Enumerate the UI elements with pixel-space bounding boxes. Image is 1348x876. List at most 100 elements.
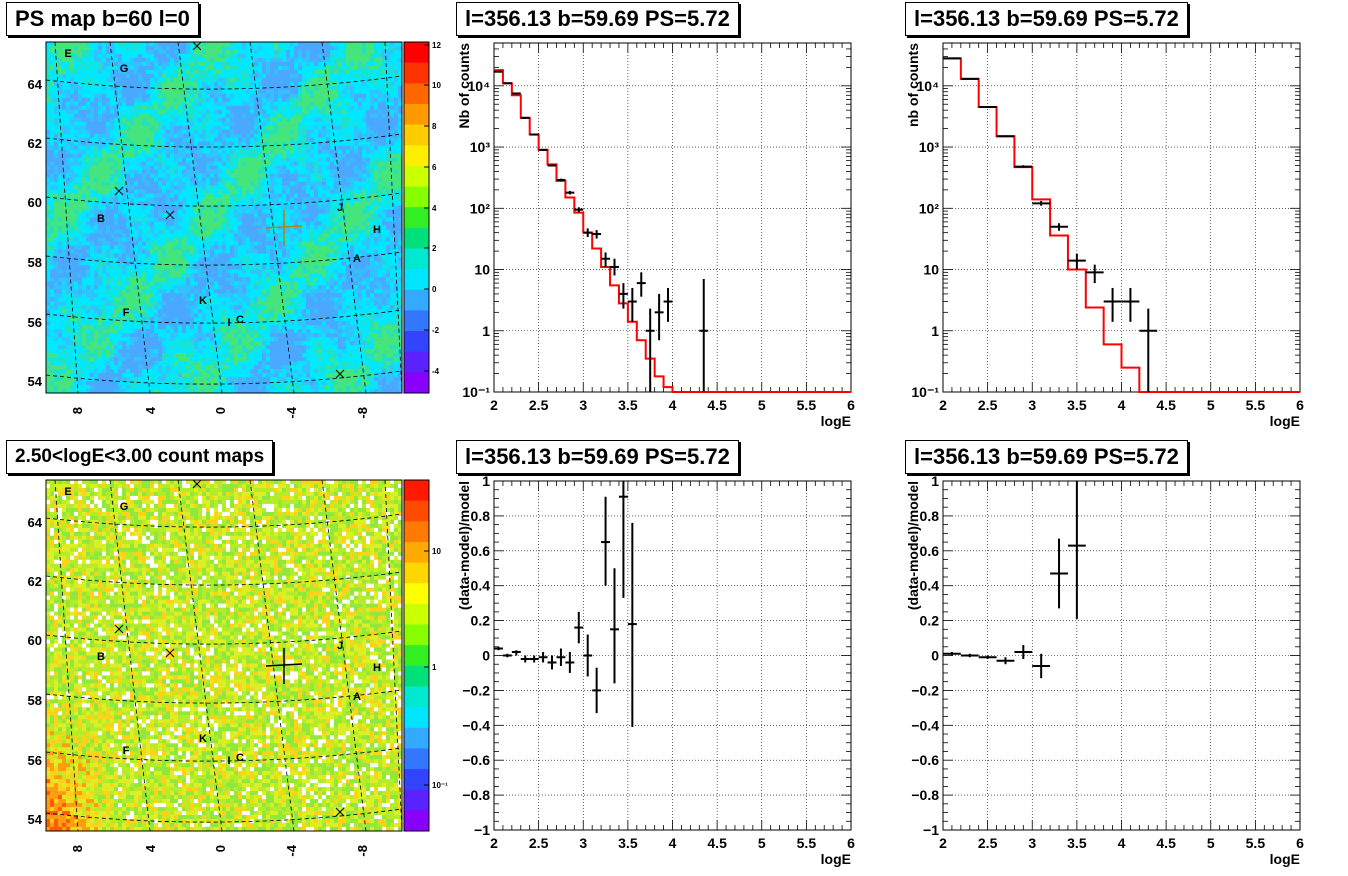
y-tick-label: 0.2 [471, 613, 491, 629]
longitude-tick-label: 0 [213, 845, 228, 852]
source-label: J [337, 202, 343, 214]
colorbar-tick-label: 4 [432, 204, 437, 213]
colorbar-tick-label: -4 [432, 367, 440, 376]
longitude-line [321, 41, 367, 394]
source-label: E [64, 486, 71, 498]
data-series [943, 57, 1158, 392]
latitude-tick-label: 54 [28, 812, 43, 827]
data-point [583, 634, 593, 677]
spectrum-chart-right: 2 2.5 3 3.5 4 4.5 5 5.5 6 10⁻¹ 1 10 10² 10³ 10⁴ logE nb … [905, 42, 1304, 429]
data-point [547, 655, 557, 670]
colorbar-segment [404, 603, 429, 626]
x-tick-label: 3 [1028, 397, 1036, 413]
colorbar-tick-label: -2 [432, 326, 440, 335]
y-tick-label: −0.6 [462, 752, 490, 768]
latitude-line [45, 808, 403, 823]
data-point [699, 279, 709, 392]
colorbar-segment [404, 269, 429, 291]
data-point [565, 652, 575, 673]
colorbar-segment [404, 789, 429, 811]
colorbar-tick-label: 10 [432, 81, 441, 90]
data-point [610, 568, 619, 684]
y-tick-label: 0.6 [920, 543, 940, 559]
data-point [618, 481, 628, 598]
data-point [1139, 308, 1158, 392]
y-axis-label: nb of counts [905, 43, 921, 127]
x-axis-label: logE [821, 413, 851, 429]
spectrum-chart-left: 2 2.5 3 3.5 4 4.5 5 5.5 6 10⁻¹ 1 10 10² 10³ 10⁴ logE Nb … [456, 42, 855, 429]
latitude-line [45, 251, 403, 266]
map-bottom-title: 2.50<logE<3.00 count maps [6, 440, 274, 474]
colorbar-segment [404, 165, 429, 188]
latitude-line [45, 75, 403, 90]
x-tick-label: 4 [669, 397, 677, 413]
colorbar-segment [404, 351, 429, 373]
x-tick-label: 6 [1296, 835, 1304, 851]
data-point [1014, 165, 1033, 168]
source-label: C [236, 752, 244, 764]
test-position-marker [265, 210, 303, 246]
longitude-line [384, 479, 403, 832]
data-series [943, 481, 1086, 679]
x-tick-label: 5 [1207, 397, 1215, 413]
colorbar-segment [404, 624, 429, 646]
colorbar-segment [404, 727, 429, 749]
data-point [520, 655, 530, 663]
colorbar-segment [404, 500, 429, 522]
source-label: F [123, 745, 130, 757]
x-tick-label: 4 [1118, 835, 1126, 851]
colorbar-segment [404, 124, 429, 146]
y-tick-label: 0.8 [920, 508, 940, 524]
data-point [574, 611, 584, 644]
data-point [502, 653, 512, 658]
data-point [583, 228, 593, 237]
data-point [574, 207, 584, 213]
data-point [627, 287, 637, 322]
x-tick-label: 4.5 [1156, 397, 1176, 413]
data-point [502, 82, 512, 85]
y-axis-label: (data-model)/model [905, 481, 921, 610]
y-tick-label: −0.8 [462, 787, 490, 803]
data-point [529, 655, 539, 663]
y-tick-label: −0.2 [911, 682, 939, 698]
data-point [996, 657, 1015, 665]
data-point [1032, 653, 1051, 679]
source-marker [165, 210, 175, 220]
colorbar-segment [404, 707, 429, 729]
longitude-tick-label: 4 [143, 844, 158, 852]
source-label: F [123, 307, 130, 319]
grid [942, 480, 1301, 831]
colorbar-segment [404, 289, 429, 311]
x-axis-label: logE [1270, 413, 1300, 429]
x-tick-label: 2 [939, 835, 947, 851]
test-position-marker [265, 648, 303, 684]
y-tick-label: 0.6 [471, 543, 491, 559]
source-marker [114, 624, 124, 634]
source-label: J [337, 640, 343, 652]
x-tick-label: 5 [758, 397, 766, 413]
data-point [601, 252, 611, 267]
x-tick-label: 5 [1207, 835, 1215, 851]
y-tick-label: 10³ [919, 139, 940, 155]
y-tick-label: 1 [931, 473, 939, 489]
x-tick-label: 2 [939, 397, 947, 413]
latitude-line [45, 309, 403, 324]
source-label: C [236, 314, 244, 326]
data-series [494, 70, 709, 392]
y-axis-label: Nb of counts [456, 43, 472, 129]
axis-ticks [493, 480, 852, 831]
colorbar-segment [404, 83, 429, 105]
count-map-panel: 54 56 58 60 62 64 8 4 0 -4 -8 E G B J H A K F I C 10 1 10⁻¹ [28, 479, 448, 857]
data-point [1067, 481, 1086, 619]
colorbar-segment [404, 145, 429, 167]
x-tick-label: 4.5 [1156, 835, 1176, 851]
y-tick-label: 1 [482, 473, 490, 489]
colorbar-tick-label: 10 [432, 547, 441, 556]
y-tick-label: −1 [474, 822, 490, 838]
data-point [654, 293, 664, 341]
data-point [547, 164, 557, 167]
x-tick-label: 5.5 [797, 397, 817, 413]
longitude-tick-label: 8 [70, 407, 85, 414]
longitude-line [177, 479, 223, 832]
